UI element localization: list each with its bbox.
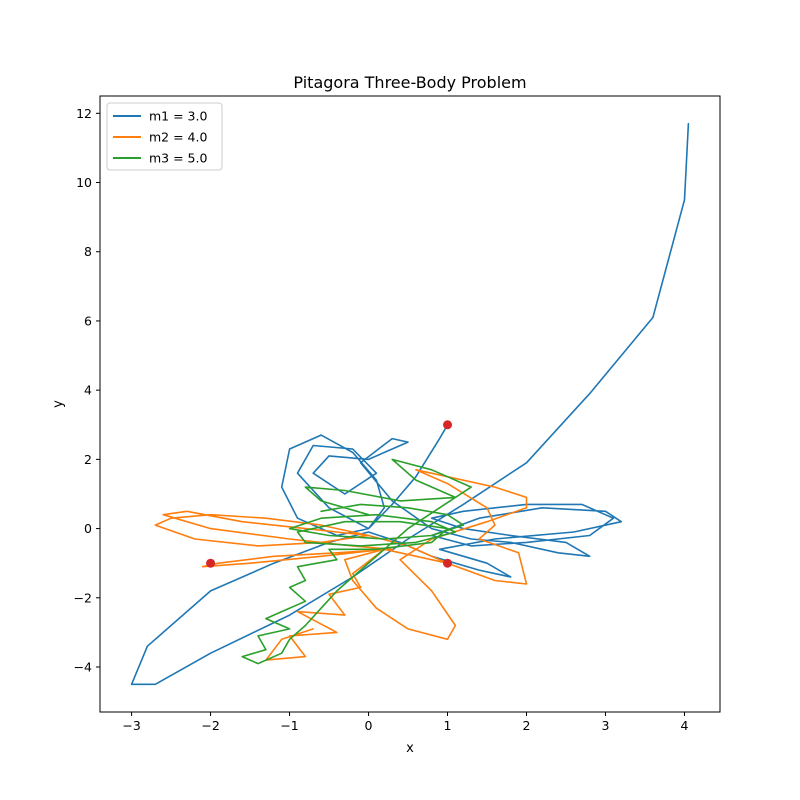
- x-tick-label: 1: [444, 718, 452, 733]
- x-tick-label: 2: [523, 718, 531, 733]
- start-marker-2: [206, 558, 216, 568]
- x-tick-label: 0: [365, 718, 373, 733]
- legend-label-1: m1 = 3.0: [149, 109, 207, 124]
- y-tick-label: 10: [76, 175, 92, 190]
- y-axis-label: y: [51, 400, 66, 408]
- series-line-1: [130, 122, 690, 686]
- series-line-3: [241, 458, 472, 665]
- plot-area: [99, 95, 721, 713]
- y-tick-label: 2: [84, 452, 92, 467]
- y-tick-label: −4: [74, 660, 92, 675]
- x-tick-label: 3: [602, 718, 610, 733]
- x-tick-label: −2: [201, 718, 219, 733]
- y-axis: −4 −2 0 2 4 6 8 10 12: [74, 106, 100, 675]
- x-tick-label: 4: [680, 718, 688, 733]
- series-layer: [130, 122, 690, 686]
- y-tick-label: 12: [76, 106, 92, 121]
- x-tick-label: −3: [122, 718, 140, 733]
- x-axis: −3 −2 −1 0 1 2 3 4: [122, 712, 688, 733]
- legend-box: [106, 102, 223, 171]
- start-marker-1: [443, 420, 453, 430]
- x-axis-label: x: [406, 741, 414, 756]
- x-tick-label: −1: [280, 718, 298, 733]
- chart-title: Pitagora Three-Body Problem: [293, 73, 526, 92]
- y-tick-label: 0: [84, 521, 92, 536]
- series-line-2: [154, 469, 528, 661]
- legend: m1 = 3.0 m2 = 4.0 m3 = 5.0: [106, 102, 223, 171]
- legend-label-3: m3 = 5.0: [149, 151, 207, 166]
- y-tick-label: 4: [84, 383, 92, 398]
- y-tick-label: −2: [74, 590, 92, 605]
- legend-label-2: m2 = 4.0: [149, 130, 207, 145]
- y-tick-label: 6: [84, 313, 92, 328]
- y-tick-label: 8: [84, 244, 92, 259]
- marker-layer: [206, 420, 453, 568]
- start-marker-3: [443, 558, 453, 568]
